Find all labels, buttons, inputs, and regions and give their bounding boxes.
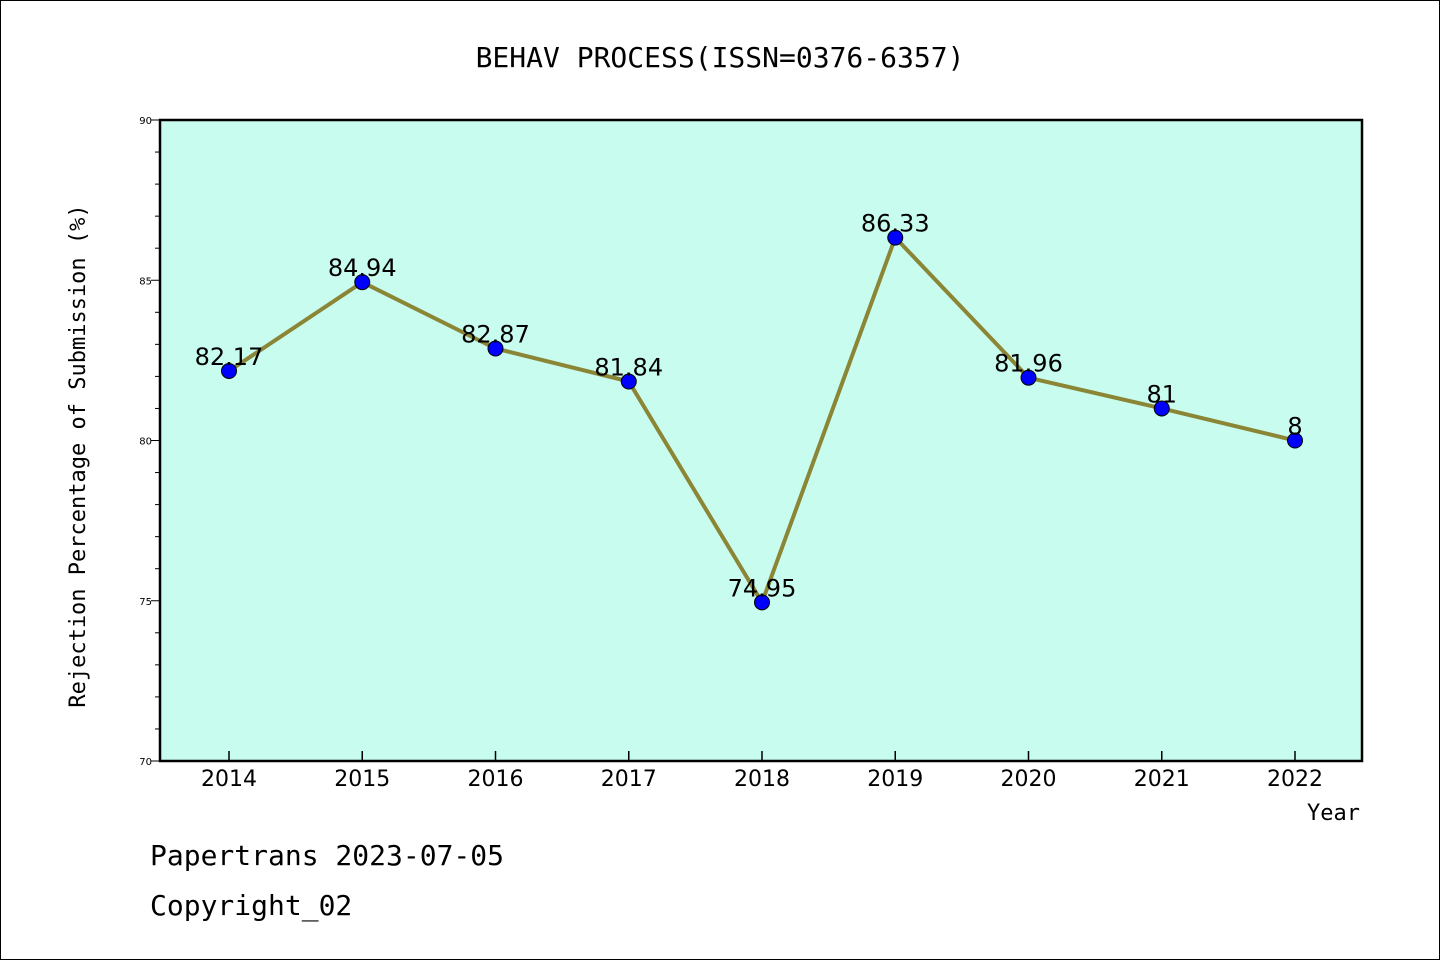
x-tick-label: 2020 (1001, 767, 1057, 792)
x-tick-label: 2019 (867, 767, 923, 792)
data-point (354, 274, 371, 291)
data-point (487, 340, 504, 357)
data-point (620, 373, 637, 390)
data-label: 84.94 (328, 254, 397, 282)
data-label: 81.84 (594, 354, 663, 382)
x-tick-label: 2014 (201, 767, 257, 792)
y-tick-label: 80 (139, 437, 152, 448)
data-label: 81 (1146, 380, 1177, 408)
y-axis-label: Rejection Percentage of Submission (%) (66, 204, 91, 707)
footer-copyright: Copyright_02 (150, 889, 352, 923)
data-label: 82.87 (461, 321, 530, 349)
y-tick-label: 85 (139, 276, 152, 287)
data-label: 74.95 (728, 574, 797, 602)
data-point (887, 229, 904, 246)
plot-area (158, 118, 1364, 763)
x-tick-label: 2016 (468, 767, 524, 792)
x-tick-label: 2022 (1267, 767, 1323, 792)
x-tick-label: 2017 (601, 767, 657, 792)
x-axis-label: Year (1307, 801, 1360, 826)
data-label: 8 (1287, 413, 1302, 441)
data-label: 82.17 (195, 343, 264, 371)
data-label: 86.33 (861, 210, 930, 238)
y-tick-label: 75 (139, 597, 152, 608)
y-tick-label: 90 (139, 116, 152, 127)
data-points (221, 229, 1303, 611)
data-label: 81.96 (994, 350, 1063, 378)
x-tick-label: 2018 (734, 767, 790, 792)
x-tick-label: 2021 (1134, 767, 1190, 792)
x-axis-ticks: 2014 2015 2016 2017 2018 2019 2020 2021 2022 (201, 751, 1323, 792)
y-axis-ticks: 70 75 80 85 90 (139, 116, 160, 768)
data-point (1287, 432, 1303, 449)
y-tick-label: 70 (139, 757, 152, 768)
footer-papertrans: Papertrans 2023-07-05 (150, 839, 504, 872)
x-tick-label: 2015 (334, 767, 390, 792)
data-point (754, 594, 770, 611)
data-labels: 82.17 84.94 82.87 81.84 74.95 86.33 81.96 81 8 (195, 210, 1303, 603)
data-point (221, 362, 237, 379)
chart-title: BEHAV PROCESS(ISSN=0376-6357) (476, 41, 965, 74)
data-point (1020, 369, 1037, 386)
data-point (1153, 400, 1170, 417)
